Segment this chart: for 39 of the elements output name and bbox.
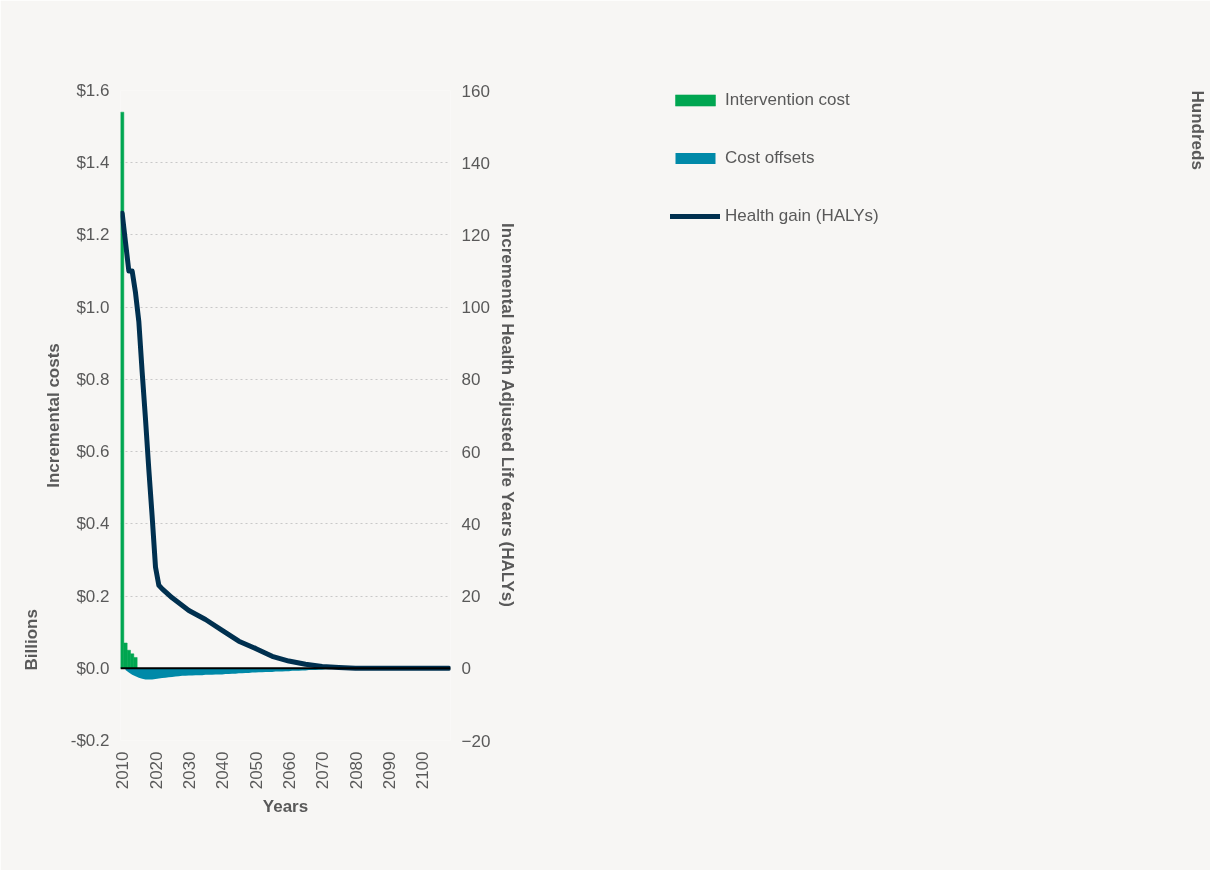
text: Hundreds <box>1187 90 1207 170</box>
x-tick-label: 2100 <box>413 751 433 790</box>
y2-tick-label: 140 <box>461 153 490 173</box>
y-tick-label: $1.2 <box>76 225 110 245</box>
y-tick-label: $1.4 <box>76 153 110 173</box>
x-tick-label: 2080 <box>346 751 366 790</box>
y-tick-label: $0.8 <box>76 369 110 389</box>
y2-tick-label: 80 <box>461 370 481 390</box>
text: Billions <box>21 609 41 671</box>
y2-axis-title: Incremental Health Adjusted Life Years (HALYs) <box>498 223 518 607</box>
y2-tick-label: 60 <box>461 442 481 462</box>
x-axis-title: Years <box>262 797 309 817</box>
y-tick-label: $0.4 <box>76 514 110 534</box>
x-tick-label: 2030 <box>179 751 199 790</box>
y-axis-title: Incremental costs <box>43 343 63 488</box>
y2-tick-label: 100 <box>461 298 490 318</box>
x-tick-label: 2070 <box>313 751 333 790</box>
y2-tick-label: 20 <box>461 587 481 607</box>
x-tick-label: 2090 <box>379 751 399 790</box>
y-tick-label: $0.6 <box>76 442 110 462</box>
y2-tick-label: −20 <box>461 731 491 751</box>
y2-tick-label: 40 <box>461 514 481 534</box>
legend-label: Intervention cost <box>725 90 851 110</box>
legend-label: Health gain (HALYs) <box>725 206 880 226</box>
bar <box>133 657 138 669</box>
y-tick-label: $1.6 <box>76 81 110 100</box>
x-tick-label: 2010 <box>113 751 133 790</box>
y2-tick-label: 120 <box>461 225 490 245</box>
x-tick-label: 2060 <box>279 751 299 790</box>
y-tick-label: $0.0 <box>76 658 110 678</box>
y-tick-label: -$0.2 <box>70 731 110 750</box>
y2-tick-label: 160 <box>461 81 490 101</box>
y-tick-label: $0.2 <box>76 586 110 606</box>
y2-tick-label: 0 <box>461 659 471 679</box>
x-tick-label: 2050 <box>246 751 266 790</box>
x-tick-label: 2020 <box>146 751 166 790</box>
y-tick-label: $1.0 <box>76 297 110 317</box>
x-tick-label: 2040 <box>213 751 233 790</box>
legend-label: Cost offsets <box>725 148 816 168</box>
